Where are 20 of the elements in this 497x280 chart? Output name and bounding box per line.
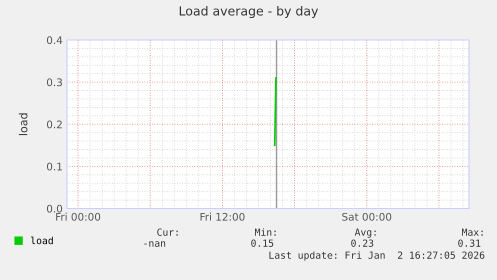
text: Cur:: [157, 228, 178, 236]
text: -nan: [144, 241, 166, 247]
text: Avg:: [354, 228, 376, 238]
text: 0.31: [458, 239, 480, 247]
chart-title: Load average - by day: [180, 6, 318, 18]
y-axis-title: load: [18, 113, 28, 136]
y-tick-label: 0.1: [46, 162, 62, 170]
y-tick-label: 0.3: [46, 78, 62, 86]
text: Last update: Fri Jan 2 16:27:05 2026: [269, 251, 484, 261]
text: 0.23: [351, 239, 374, 247]
x-tick-label: Fri 12:00: [200, 212, 245, 221]
y-tick-label: 0.0: [46, 204, 62, 213]
text: Min:: [254, 228, 276, 236]
text: Max:: [462, 228, 483, 236]
x-tick-label: Fri 00:00: [56, 212, 100, 221]
y-tick-label: 0.2: [46, 120, 62, 128]
y-tick-label: 0.4: [46, 36, 62, 44]
legend-label: load: [31, 236, 53, 244]
x-tick-label: Sat 00:00: [342, 212, 392, 221]
text: 0.15: [251, 239, 274, 247]
